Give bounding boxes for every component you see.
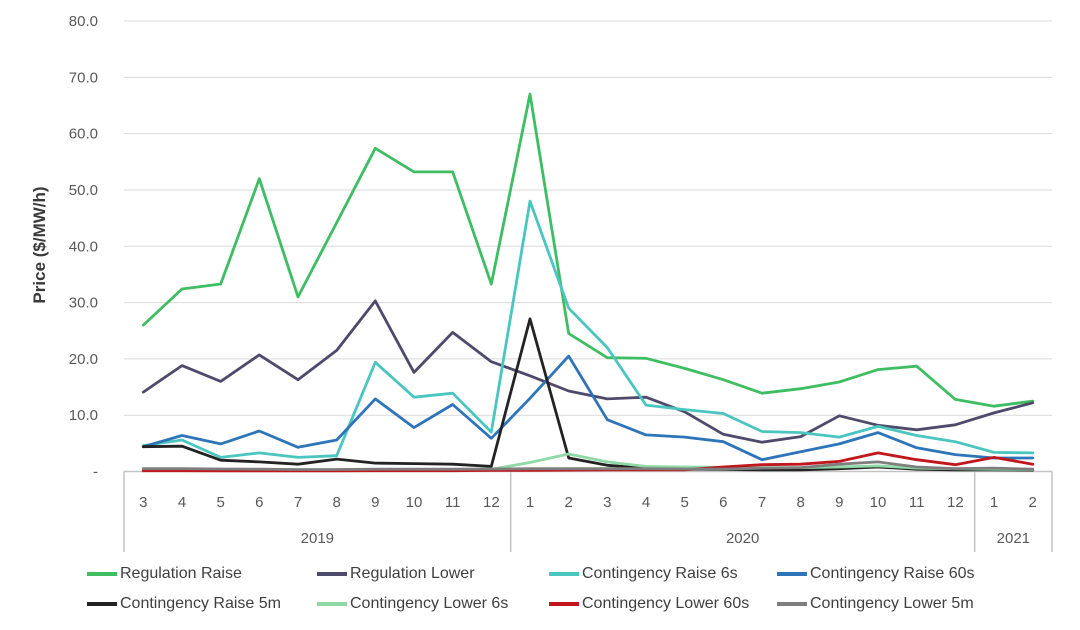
month-tick-label: 12 bbox=[947, 494, 964, 511]
year-label: 2019 bbox=[301, 530, 334, 547]
month-tick-label: 9 bbox=[835, 494, 843, 511]
month-tick-label: 12 bbox=[483, 494, 500, 511]
month-tick-label: 11 bbox=[445, 494, 461, 511]
legend-item-contingency-raise-60s: Contingency Raise 60s bbox=[777, 564, 975, 584]
legend-marker-contingency-lower-5m bbox=[777, 602, 807, 606]
year-label: 2021 bbox=[997, 530, 1030, 547]
legend-item-contingency-lower-5m: Contingency Lower 5m bbox=[777, 594, 974, 614]
legend-item-contingency-raise-5m: Contingency Raise 5m bbox=[87, 594, 281, 614]
legend-label: Contingency Raise 6s bbox=[582, 565, 738, 582]
y-tick-label: 50.0 bbox=[69, 182, 98, 199]
month-tick-label: 4 bbox=[178, 494, 186, 511]
month-tick-label: 5 bbox=[216, 494, 224, 511]
y-tick-label: 20.0 bbox=[69, 351, 98, 368]
series-line-regulation-raise bbox=[141, 92, 1035, 408]
legend-item-contingency-lower-6s: Contingency Lower 6s bbox=[317, 594, 508, 614]
series-line-contingency-raise-60s bbox=[141, 354, 1035, 462]
legend-marker-contingency-lower-60s bbox=[549, 602, 579, 606]
month-tick-label: 9 bbox=[371, 494, 379, 511]
legend-label: Regulation Raise bbox=[120, 565, 242, 582]
series-line-contingency-lower-5m bbox=[141, 460, 1035, 471]
month-tick-label: 1 bbox=[526, 494, 534, 511]
month-tick-label: 6 bbox=[255, 494, 263, 511]
legend-item-regulation-lower: Regulation Lower bbox=[317, 564, 475, 584]
series-line-regulation-lower bbox=[141, 299, 1035, 444]
month-tick-label: 2 bbox=[1028, 494, 1036, 511]
legend-marker-regulation-raise bbox=[87, 572, 117, 576]
legend-item-contingency-lower-60s: Contingency Lower 60s bbox=[549, 594, 749, 614]
legend-marker-contingency-raise-5m bbox=[87, 602, 117, 606]
month-tick-label: 6 bbox=[719, 494, 727, 511]
year-label: 2020 bbox=[726, 530, 759, 547]
month-tick-label: 10 bbox=[406, 494, 423, 511]
legend-label: Contingency Lower 60s bbox=[582, 595, 750, 612]
month-tick-label: 7 bbox=[758, 494, 766, 511]
chart-legend: Regulation Raise Regulation Lower Continge… bbox=[87, 558, 1067, 628]
month-tick-label: 7 bbox=[294, 494, 302, 511]
month-tick-label: 4 bbox=[642, 494, 650, 511]
month-tick-label: 10 bbox=[870, 494, 887, 511]
y-tick-label: 70.0 bbox=[69, 69, 98, 86]
legend-label: Contingency Lower 5m bbox=[810, 595, 974, 612]
month-tick-label: 3 bbox=[603, 494, 611, 511]
legend-marker-contingency-raise-6s bbox=[549, 572, 579, 576]
y-tick-label: 60.0 bbox=[69, 126, 98, 143]
legend-label: Contingency Raise 60s bbox=[810, 565, 975, 582]
month-tick-label: 1 bbox=[990, 494, 998, 511]
month-tick-label: 8 bbox=[332, 494, 340, 511]
price-line-chart: - 10.0 20.0 30.0 40.0 50.0 60.0 70.0 80.0 3 4 5 6 7 8 9… bbox=[69, 13, 1053, 552]
legend-label: Regulation Lower bbox=[350, 565, 475, 582]
y-tick-label: 40.0 bbox=[69, 238, 98, 255]
series-line-contingency-raise-6s bbox=[141, 199, 1035, 459]
legend-label: Contingency Lower 6s bbox=[350, 595, 509, 612]
legend-item-contingency-raise-6s: Contingency Raise 6s bbox=[549, 564, 738, 584]
month-tick-label: 5 bbox=[680, 494, 688, 511]
month-tick-label: 3 bbox=[139, 494, 147, 511]
y-tick-label: 80.0 bbox=[69, 13, 98, 30]
legend-marker-contingency-lower-6s bbox=[317, 602, 347, 606]
month-tick-label: 8 bbox=[796, 494, 804, 511]
month-tick-label: 2 bbox=[564, 494, 572, 511]
legend-label: Contingency Raise 5m bbox=[120, 595, 281, 612]
month-tick-label: 11 bbox=[909, 494, 925, 511]
y-tick-label: - bbox=[93, 464, 98, 481]
y-tick-label: 30.0 bbox=[69, 295, 98, 312]
y-tick-label: 10.0 bbox=[69, 407, 98, 424]
legend-marker-regulation-lower bbox=[317, 572, 347, 576]
legend-item-regulation-raise: Regulation Raise bbox=[87, 564, 242, 584]
legend-marker-contingency-raise-60s bbox=[777, 572, 807, 576]
